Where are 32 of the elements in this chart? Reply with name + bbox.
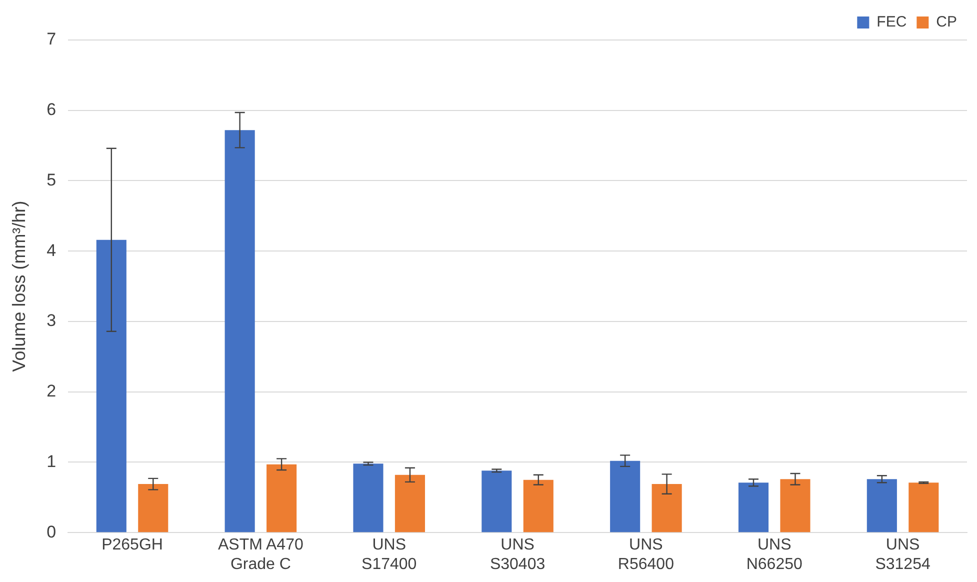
x-tick-label: P265GH bbox=[102, 536, 163, 554]
bar bbox=[866, 479, 897, 532]
y-tick-label: 4 bbox=[46, 240, 56, 260]
bar bbox=[523, 480, 554, 532]
bar bbox=[224, 130, 255, 532]
bar bbox=[138, 484, 168, 532]
x-tick-label: UNS S31254 bbox=[875, 536, 930, 573]
x-tick-label: ASTM A470 Grade C bbox=[218, 536, 304, 573]
bar bbox=[353, 464, 384, 532]
y-tick-label: 7 bbox=[46, 30, 56, 49]
legend-label: CP bbox=[936, 14, 958, 31]
y-tick-label: 6 bbox=[46, 100, 56, 120]
legend-label: FEC bbox=[876, 14, 907, 31]
x-tick-label: UNS S30403 bbox=[490, 536, 546, 573]
bar bbox=[738, 482, 769, 532]
x-tick-label: UNS R56400 bbox=[618, 536, 674, 573]
bar bbox=[394, 474, 425, 532]
x-tick-label: UNS S17400 bbox=[362, 536, 417, 573]
y-tick-label: 5 bbox=[46, 170, 56, 190]
y-tick-label: 1 bbox=[46, 452, 56, 471]
bar bbox=[482, 470, 512, 532]
bar bbox=[908, 482, 939, 532]
bar bbox=[780, 479, 810, 532]
bar bbox=[652, 484, 682, 532]
bar bbox=[266, 464, 297, 532]
y-tick-label: 2 bbox=[46, 382, 56, 401]
x-tick-label: UNS N66250 bbox=[746, 536, 802, 573]
y-axis-title: Volume loss (mm³/hr) bbox=[8, 200, 29, 372]
y-tick-label: 0 bbox=[46, 522, 56, 542]
bar bbox=[610, 460, 640, 532]
y-tick-label: 3 bbox=[46, 311, 56, 330]
bar bbox=[96, 240, 126, 532]
